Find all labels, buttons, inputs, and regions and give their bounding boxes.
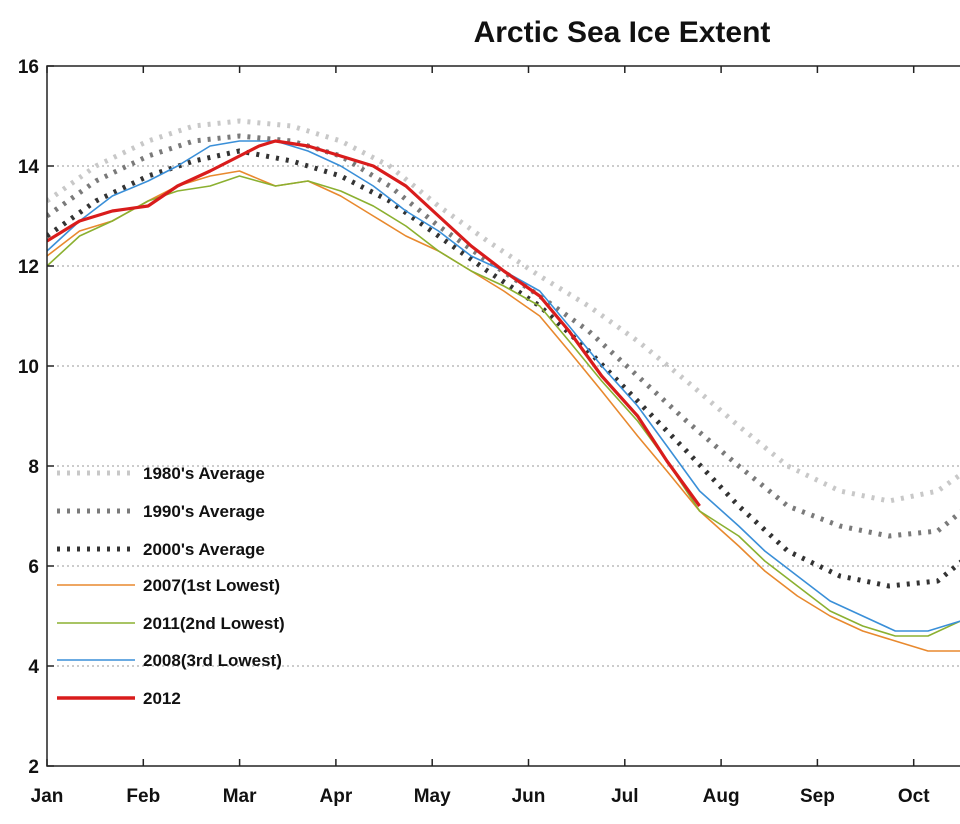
series-line-2008-3rd-lowest — [47, 140, 960, 632]
y-tick-label: 12 — [18, 257, 39, 278]
legend-label: 2008(3rd Lowest) — [143, 651, 282, 670]
series-line-2011-2nd-lowest — [47, 175, 960, 637]
x-tick-label: Oct — [898, 786, 930, 807]
y-tick-label: 16 — [18, 57, 39, 78]
legend-label: 1990's Average — [143, 502, 265, 521]
x-tick-label: Jan — [31, 786, 64, 807]
series-layer — [47, 118, 960, 652]
grid-layer — [47, 165, 960, 667]
x-tick-label: Jul — [611, 786, 638, 807]
y-tick-label: 2 — [28, 757, 39, 778]
x-tick-label: Jun — [512, 786, 546, 807]
series-line-1990-s-average — [47, 133, 960, 539]
series-line-1980-s-average — [47, 118, 960, 504]
y-tick-label: 14 — [18, 157, 40, 178]
legend: 1980's Average 1990's Average 2000's Avera… — [57, 464, 285, 708]
series-line-2007-1st-lowest — [47, 170, 960, 652]
legend-label: 2012 — [143, 689, 181, 708]
x-tick-label: Apr — [320, 786, 353, 807]
legend-label: 1980's Average — [143, 464, 265, 483]
x-tick-label: Mar — [223, 786, 257, 807]
x-tick-label: Sep — [800, 786, 835, 807]
series-line-2012 — [47, 139, 701, 507]
series-line-2000-s-average — [47, 148, 960, 589]
y-tick-label: 8 — [28, 457, 39, 478]
y-tick-label: 4 — [28, 657, 39, 678]
legend-label: 2007(1st Lowest) — [143, 576, 280, 595]
plot-frame — [46, 65, 960, 767]
y-tick-label: 10 — [18, 357, 39, 378]
x-tick-label: Aug — [703, 786, 740, 807]
legend-label: 2011(2nd Lowest) — [143, 614, 285, 633]
x-tick-label: May — [414, 786, 451, 807]
chart-title: Arctic Sea Ice Extent — [474, 16, 771, 49]
legend-label: 2000's Average — [143, 540, 265, 559]
y-tick-label: 6 — [28, 557, 39, 578]
x-tick-label: Feb — [126, 786, 160, 807]
axis-ticks: 2 4 6 8 10 12 14 16 Jan Feb Mar Apr May Jun Jul Aug Sep O… — [18, 57, 930, 807]
